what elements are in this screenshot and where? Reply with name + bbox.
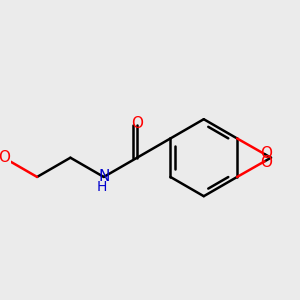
Text: O: O [0,150,10,165]
Text: N: N [98,169,110,184]
Text: O: O [131,116,143,130]
Text: H: H [97,180,107,194]
Text: O: O [260,155,272,170]
Text: O: O [260,146,272,160]
